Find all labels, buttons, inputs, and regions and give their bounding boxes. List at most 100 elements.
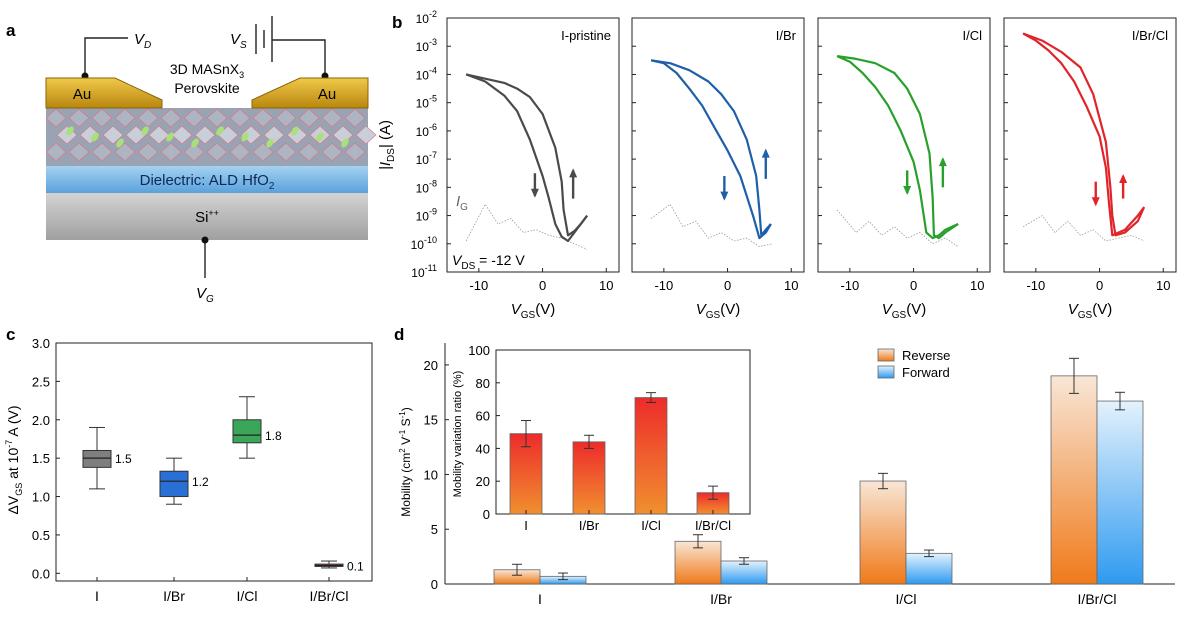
x-tick-label: 0 [539, 278, 546, 293]
y-tick-exponent: -5 [429, 94, 437, 104]
y-tick-label: 1.0 [32, 490, 50, 505]
perovskite-octahedron [137, 142, 159, 162]
x-category-label: I/Br/Cl [1078, 591, 1117, 607]
boxplot-frame [55, 342, 373, 582]
reverse-bar [859, 480, 907, 585]
perovskite-octahedron [148, 125, 170, 145]
y-tick-exponent: -2 [429, 9, 437, 19]
y-tick-base: 10 [416, 153, 430, 167]
perovskite-octahedron [355, 125, 377, 145]
y-tick-base: 10 [416, 210, 430, 224]
subplot-title: I/Br/Cl [1132, 28, 1168, 43]
legend-swatch-forward [877, 365, 895, 379]
x-axis-label-sub: GS [1078, 310, 1093, 321]
inset-x-category-label: I/Br/Cl [695, 518, 731, 533]
y-tick-exponent: -6 [429, 122, 437, 132]
box-1: 1.5 I [82, 426, 132, 604]
inset-y-tick-label: 20 [476, 474, 490, 489]
x-axis-label-sub: GS [706, 310, 721, 321]
y-tick-exponent: -4 [429, 65, 437, 75]
x-tick-label: 0 [910, 278, 917, 293]
perovskite-octahedron [344, 142, 366, 162]
inset-bar [634, 397, 668, 515]
y-tick-exponent: -7 [429, 150, 437, 160]
x-axis-label-tail: (V) [720, 301, 740, 318]
inset-y-tick-label: 0 [483, 507, 490, 522]
inset-x-category-label: I [524, 518, 528, 533]
y-axis-label-mid: V [399, 437, 413, 448]
y-tick-label: 5 [431, 522, 438, 537]
panel-a-device: a VD VS Si++ Dielectric: ALD HfO2 Au Au … [6, 16, 377, 305]
x-category-label: I/Br [710, 591, 732, 607]
box-value-label: 1.8 [265, 429, 282, 443]
y-tick-label: 20 [424, 358, 438, 373]
x-axis-label: VGS(V) [882, 301, 926, 321]
y-tick-base: 10 [416, 97, 430, 111]
perovskite-octahedron [298, 142, 320, 162]
x-tick-label: 0 [1096, 278, 1103, 293]
y-tick-label: 2.5 [32, 374, 50, 389]
subplot-frame [631, 17, 805, 273]
au-electrode-right [251, 77, 369, 109]
y-axis-label-sup2: -1 [398, 429, 407, 437]
x-tick-label: -10 [1026, 278, 1045, 293]
y-tick-label: 10-2 [416, 9, 437, 26]
y-axis-label-pre: ΔV [5, 495, 21, 514]
x-axis-label: VGS(V) [1068, 301, 1112, 321]
subplot-title: I/Br [776, 28, 797, 43]
x-axis-label-sub: GS [521, 310, 536, 321]
y-tick-label: 15 [424, 413, 438, 428]
drain-wire [84, 37, 128, 75]
y-tick-label: 10-8 [416, 178, 437, 195]
box-body [232, 419, 262, 444]
sweep-arrow-up-head [569, 168, 578, 178]
bar-group-2: I/Br [674, 534, 768, 607]
panel-letter-c: c [6, 325, 15, 344]
y-axis-label-sub: GS [14, 483, 24, 496]
perovskite-subtitle: Perovskite [174, 80, 240, 96]
perovskite-title: 3D MASnX3 [170, 61, 244, 80]
transfer-subplot-4: -10 0 10 VGS(V) I/Br/Cl [1003, 17, 1177, 321]
x-category-label: I/Br [163, 588, 185, 604]
box-value-label: 1.5 [115, 452, 132, 466]
x-tick-label: 10 [970, 278, 984, 293]
forward-sweep-curve [650, 59, 772, 237]
y-axis-label-tail: A (V) [5, 406, 21, 440]
organic-cation [266, 138, 274, 148]
subplot-frame [817, 17, 991, 273]
organic-cation [241, 132, 249, 142]
perovskite-octahedron [171, 125, 193, 145]
y-tick-label: 2.0 [32, 413, 50, 428]
x-tick-label: 0 [724, 278, 731, 293]
source-wire [272, 39, 326, 75]
forward-bar [1096, 400, 1144, 585]
y-axis-label-main: |I [377, 162, 394, 170]
x-category-label: I/Cl [237, 588, 258, 604]
organic-cation [291, 126, 299, 136]
inset-x-category-label: I/Cl [641, 518, 661, 533]
y-tick-label: 10-9 [416, 207, 437, 224]
y-axis-label-sup: -7 [4, 440, 14, 448]
bar-group-3: I/Cl [859, 472, 953, 607]
forward-sweep-curve [1022, 32, 1146, 237]
y-axis-label-sub: DS [386, 148, 397, 162]
perovskite-octahedron [183, 142, 205, 162]
sweep-arrow-down-head [720, 191, 729, 201]
x-category-label: I [538, 591, 542, 607]
ig-main: I [456, 193, 460, 210]
perovskite-octahedron [68, 108, 90, 128]
x-category-label: I/Cl [896, 591, 917, 607]
vds-tail: = -12 V [475, 252, 525, 268]
legend-label-reverse: Reverse [902, 348, 950, 363]
perovskite-octahedron [183, 108, 205, 128]
perovskite-octahedron [275, 108, 297, 128]
x-axis-label-tail: (V) [535, 301, 555, 318]
x-tick-label: 10 [784, 278, 798, 293]
vds-sub: DS [461, 261, 475, 272]
y-axis-label-tail: ) [399, 407, 413, 411]
perovskite-octahedron [344, 108, 366, 128]
transfer-subplot-3: -10 0 10 VGS(V) I/Cl [817, 17, 991, 321]
perovskite-octahedron [45, 108, 67, 128]
